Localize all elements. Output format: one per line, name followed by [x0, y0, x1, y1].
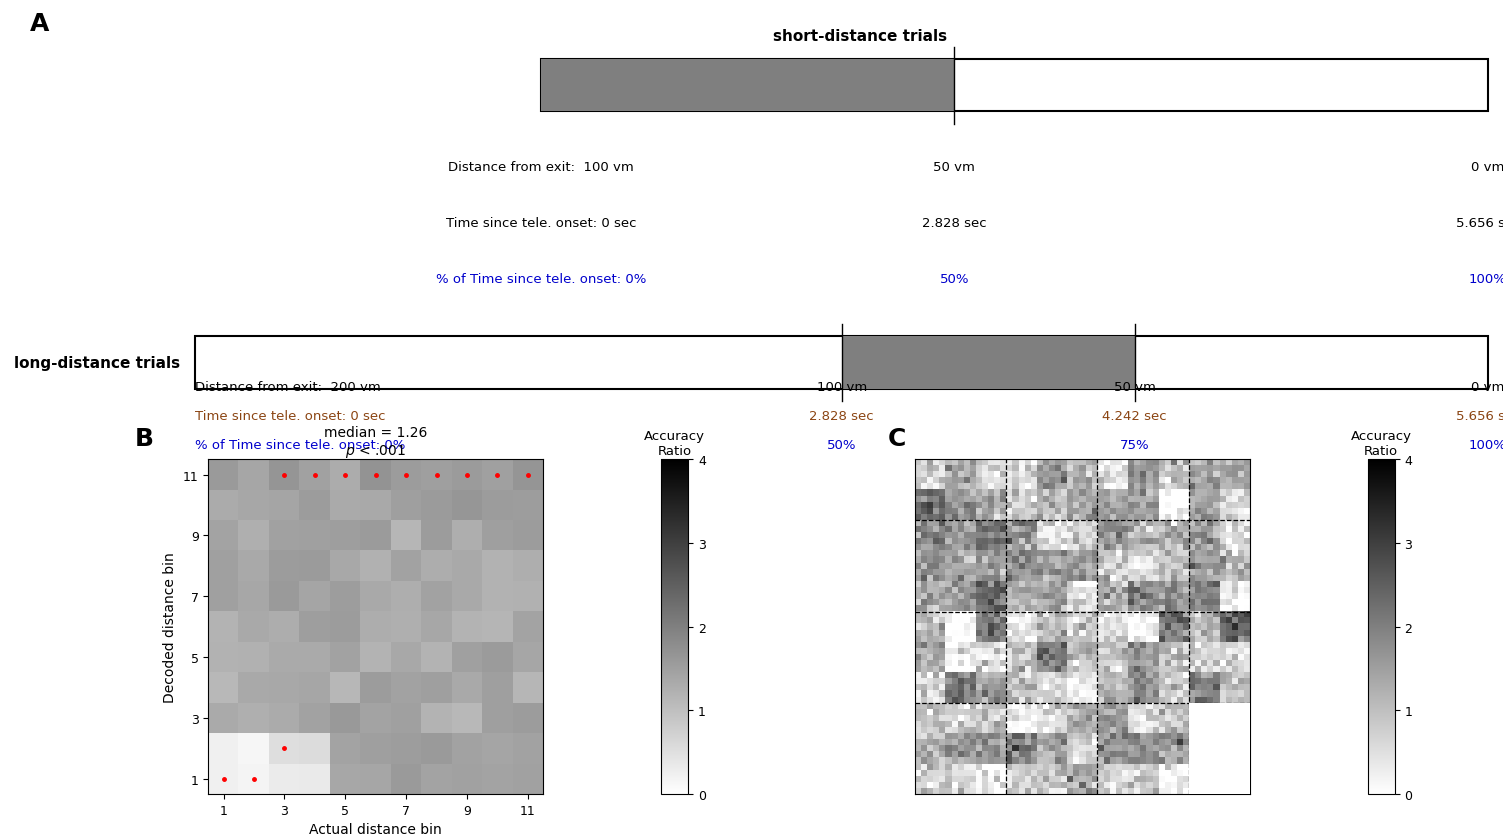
Text: 0 vm: 0 vm: [1471, 380, 1503, 394]
Bar: [1189, 703, 1249, 794]
Bar: [541, 60, 954, 112]
Text: long-distance trials: long-distance trials: [14, 355, 180, 370]
Text: Distance from exit:  200 vm: Distance from exit: 200 vm: [195, 380, 382, 394]
Text: 2.828 sec: 2.828 sec: [923, 217, 986, 230]
Title: median = 1.26
$p$ < .001: median = 1.26 $p$ < .001: [325, 426, 427, 459]
Text: Time since tele. onset: 0 sec: Time since tele. onset: 0 sec: [446, 217, 636, 230]
Text: B: B: [135, 426, 153, 451]
Text: 50%: 50%: [827, 439, 857, 452]
Text: 4.242 sec: 4.242 sec: [1103, 410, 1166, 423]
Y-axis label: Decoded distance bin: Decoded distance bin: [164, 552, 177, 702]
Title: Accuracy
Ratio: Accuracy Ratio: [1351, 429, 1411, 457]
Text: % of Time since tele. onset: 0%: % of Time since tele. onset: 0%: [436, 273, 646, 286]
Text: C: C: [888, 426, 906, 451]
Text: Distance from exit:  100 vm: Distance from exit: 100 vm: [448, 161, 634, 174]
Text: 100 vm: 100 vm: [816, 380, 867, 394]
Text: Time since tele. onset: 0 sec: Time since tele. onset: 0 sec: [195, 410, 386, 423]
Bar: [842, 337, 1135, 390]
Text: 50 vm: 50 vm: [1114, 380, 1156, 394]
Text: short-distance trials: short-distance trials: [773, 29, 947, 44]
Text: 100%: 100%: [1468, 439, 1503, 452]
Bar: [195, 337, 1488, 390]
X-axis label: Actual distance bin: Actual distance bin: [310, 823, 442, 836]
Text: A: A: [30, 12, 50, 36]
Text: 5.656 sec: 5.656 sec: [1456, 410, 1503, 423]
Text: 50 vm: 50 vm: [933, 161, 975, 174]
Text: 50%: 50%: [939, 273, 969, 286]
Text: 75%: 75%: [1120, 439, 1150, 452]
Text: 2.828 sec: 2.828 sec: [810, 410, 873, 423]
Text: 100%: 100%: [1468, 273, 1503, 286]
Text: 0 vm: 0 vm: [1471, 161, 1503, 174]
Text: 5.656 sec: 5.656 sec: [1456, 217, 1503, 230]
Text: % of Time since tele. onset: 0%: % of Time since tele. onset: 0%: [195, 439, 406, 452]
Bar: [541, 60, 1488, 112]
Title: Accuracy
Ratio: Accuracy Ratio: [645, 429, 705, 457]
